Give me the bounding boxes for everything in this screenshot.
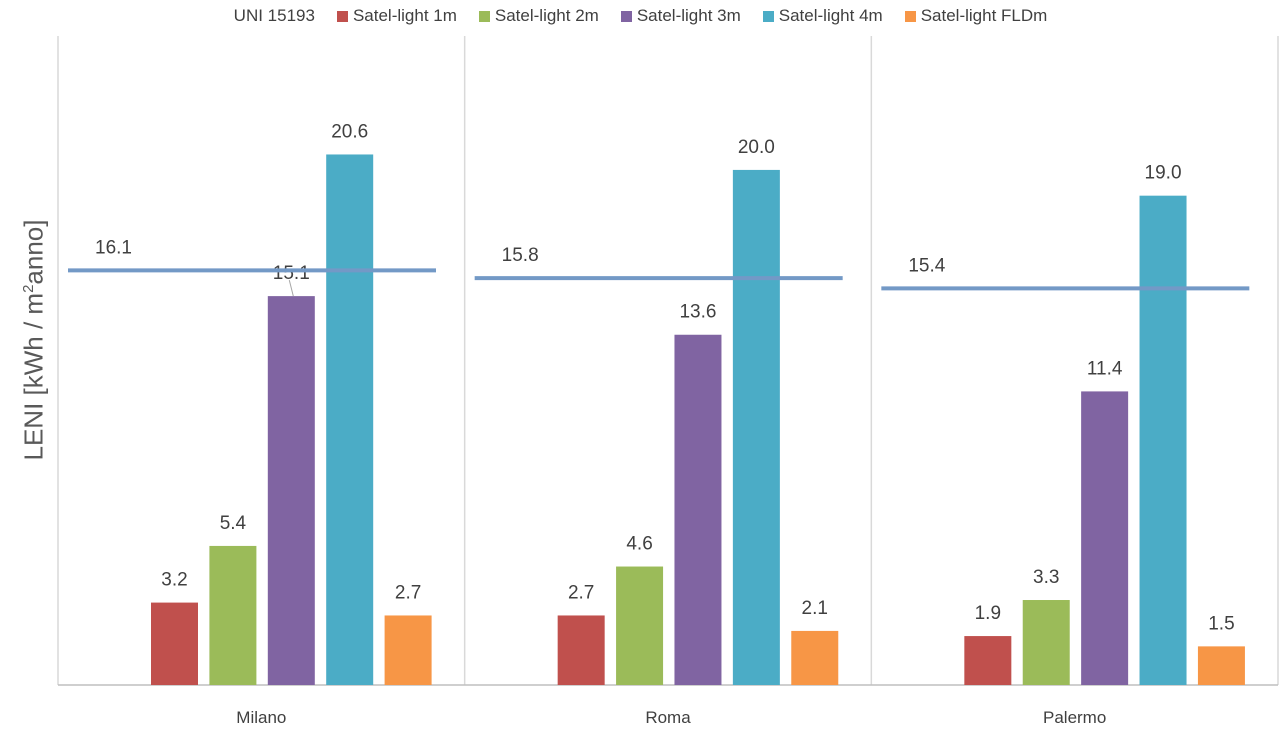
bar [732, 169, 780, 685]
data-label: 5.4 [220, 513, 247, 534]
data-label: 20.6 [331, 121, 368, 142]
legend-label-series-0: Satel-light 1m [352, 6, 457, 25]
data-label: 1.9 [975, 603, 1001, 624]
legend: UNI 15193 Satel-light 1m Satel-light 2m … [0, 6, 1281, 26]
legend-label-uni15193: UNI 15193 [233, 6, 315, 25]
legend-item-uni15193: UNI 15193 [234, 6, 315, 26]
legend-item-series-3: Satel-light 4m [762, 6, 883, 26]
legend-swatch-series-0 [336, 10, 348, 22]
bar [1081, 391, 1129, 685]
legend-label-series-3: Satel-light 4m [778, 6, 883, 25]
data-label: 2.7 [568, 582, 594, 603]
data-label: 11.4 [1087, 358, 1123, 379]
bar [1139, 195, 1187, 685]
reference-line-label: 15.4 [908, 255, 945, 276]
legend-label-series-2: Satel-light 3m [636, 6, 741, 25]
data-label: 2.1 [802, 598, 828, 619]
data-label: 20.0 [738, 137, 775, 158]
data-label-leader [288, 279, 294, 297]
legend-item-series-1: Satel-light 2m [478, 6, 599, 26]
data-label: 2.7 [395, 582, 421, 603]
legend-swatch-series-1 [478, 10, 490, 22]
bar [616, 566, 664, 685]
legend-item-series-2: Satel-light 3m [620, 6, 741, 26]
reference-line-label: 15.8 [502, 245, 539, 266]
data-label: 13.6 [679, 302, 716, 323]
bar [151, 602, 198, 685]
data-label: 3.3 [1033, 567, 1059, 588]
legend-label-series-1: Satel-light 2m [494, 6, 599, 25]
legend-label-series-4: Satel-light FLDm [920, 6, 1048, 25]
legend-item-series-4: Satel-light FLDm [904, 6, 1048, 26]
data-label: 15.1 [273, 263, 310, 284]
legend-swatch-series-3 [762, 10, 774, 22]
data-label: 3.2 [161, 570, 187, 591]
bar [791, 630, 839, 685]
x-tick-label: Milano [236, 708, 286, 727]
data-label: 19.0 [1145, 163, 1182, 184]
legend-item-series-0: Satel-light 1m [336, 6, 457, 26]
x-tick-label: Palermo [1043, 708, 1106, 727]
bar [326, 154, 374, 685]
bar [557, 615, 605, 685]
bar [267, 296, 315, 685]
legend-swatch-series-4 [904, 10, 916, 22]
reference-line-label: 16.1 [95, 237, 132, 258]
legend-swatch-series-2 [620, 10, 632, 22]
bar [964, 636, 1012, 685]
data-label: 4.6 [626, 534, 652, 555]
bar [384, 615, 432, 685]
bar [1197, 646, 1245, 685]
bar [674, 334, 722, 685]
bar [209, 545, 257, 685]
bar [1022, 600, 1070, 685]
x-tick-label: Roma [645, 708, 691, 727]
data-label: 1.5 [1208, 613, 1234, 634]
